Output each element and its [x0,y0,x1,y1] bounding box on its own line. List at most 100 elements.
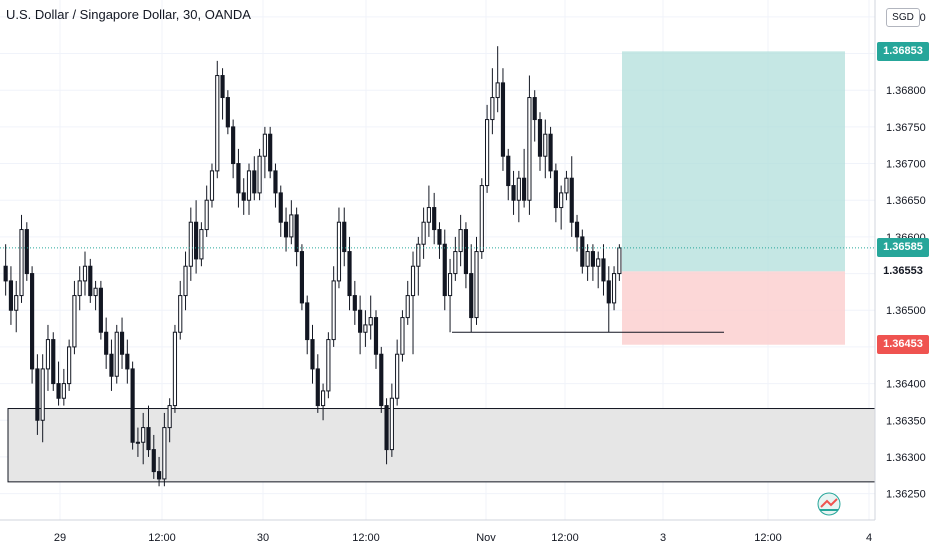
candle [400,310,405,362]
y-tick-label: 1.36700 [886,159,926,171]
candle-body [199,229,204,260]
candle-body [310,339,315,370]
candle-body [532,97,537,121]
candle-body [426,207,431,223]
candle-body [194,221,199,260]
candle-body [246,170,252,201]
candle [130,361,135,450]
candle [72,280,77,355]
candle [215,60,220,179]
candle-body [342,221,347,253]
candle [384,398,389,465]
candle-body [352,295,357,311]
currency-button[interactable]: SGD [886,8,920,27]
candle [416,236,421,296]
candle-body [278,192,283,223]
candle-body [500,82,506,157]
candle-body [156,471,162,480]
stop-price-label: 1.36453 [877,335,929,355]
candle-body [93,287,98,297]
candle-body [204,199,209,231]
candle-body [437,229,442,245]
candle-body [30,273,35,370]
candle-body [511,185,516,201]
candle-body [368,317,373,326]
candle-body [379,353,384,407]
candle-body [606,280,611,304]
candle [363,310,368,347]
candle [220,68,225,120]
candle [104,317,109,369]
candle-body [358,309,363,333]
candle [252,156,257,201]
zones [7,51,876,483]
candle-body [559,192,564,209]
candle [559,185,564,230]
candle [268,126,273,179]
candle-body [469,273,474,319]
candle [305,295,310,355]
candle-body [336,221,342,282]
candle [447,258,453,333]
candle-body [141,427,146,443]
candle-body [14,295,19,311]
tradingview-logo-icon [810,491,848,517]
candle-body [67,346,72,385]
candle-body [548,133,553,172]
candle-body [294,214,299,253]
candle-body [114,331,119,377]
candle [183,251,188,311]
candle [225,90,230,135]
candle-body [40,368,45,421]
candle-body [283,221,289,238]
candle-body [236,163,241,194]
candle [426,185,431,237]
candle [596,251,601,289]
x-tick-label: Nov [476,532,496,544]
candle-body [474,251,479,319]
candle-body [453,251,458,275]
candle [119,317,125,369]
candle-body [305,302,310,341]
candle-body [395,353,400,399]
candle-body [56,383,61,399]
candle [511,170,516,215]
y-tick-label: 1.36350 [886,415,926,427]
candle [585,244,590,281]
candle-body [135,441,140,444]
candle [326,332,331,399]
long-position-target-zone[interactable] [622,51,845,272]
candle [548,126,553,179]
candle-body [183,265,188,297]
x-tick-label: 29 [54,532,66,544]
x-tick-label: 12:00 [754,532,782,544]
candle [35,354,40,435]
candle [395,339,400,406]
long-position-stop-zone[interactable] [622,271,845,345]
candle-body [384,405,389,451]
candle-body [463,229,469,275]
current-price-label: 1.36585 [877,238,929,258]
y-tick-label: 1.36400 [886,379,926,391]
candle [199,222,204,267]
candle [194,200,199,274]
candle [490,68,495,135]
candle [537,112,543,171]
candle-body [590,251,595,267]
candle [479,178,484,259]
x-tick-label: 4 [866,532,872,544]
candle [336,207,342,289]
candle [231,119,236,179]
candle-body [315,368,320,407]
candle [204,185,209,237]
candle-body [252,170,257,194]
candle [543,119,548,179]
candle [315,354,320,413]
candle-body [61,383,66,399]
candle [553,163,558,223]
candle-body [347,251,352,297]
candle [283,207,289,252]
candle [294,207,299,267]
